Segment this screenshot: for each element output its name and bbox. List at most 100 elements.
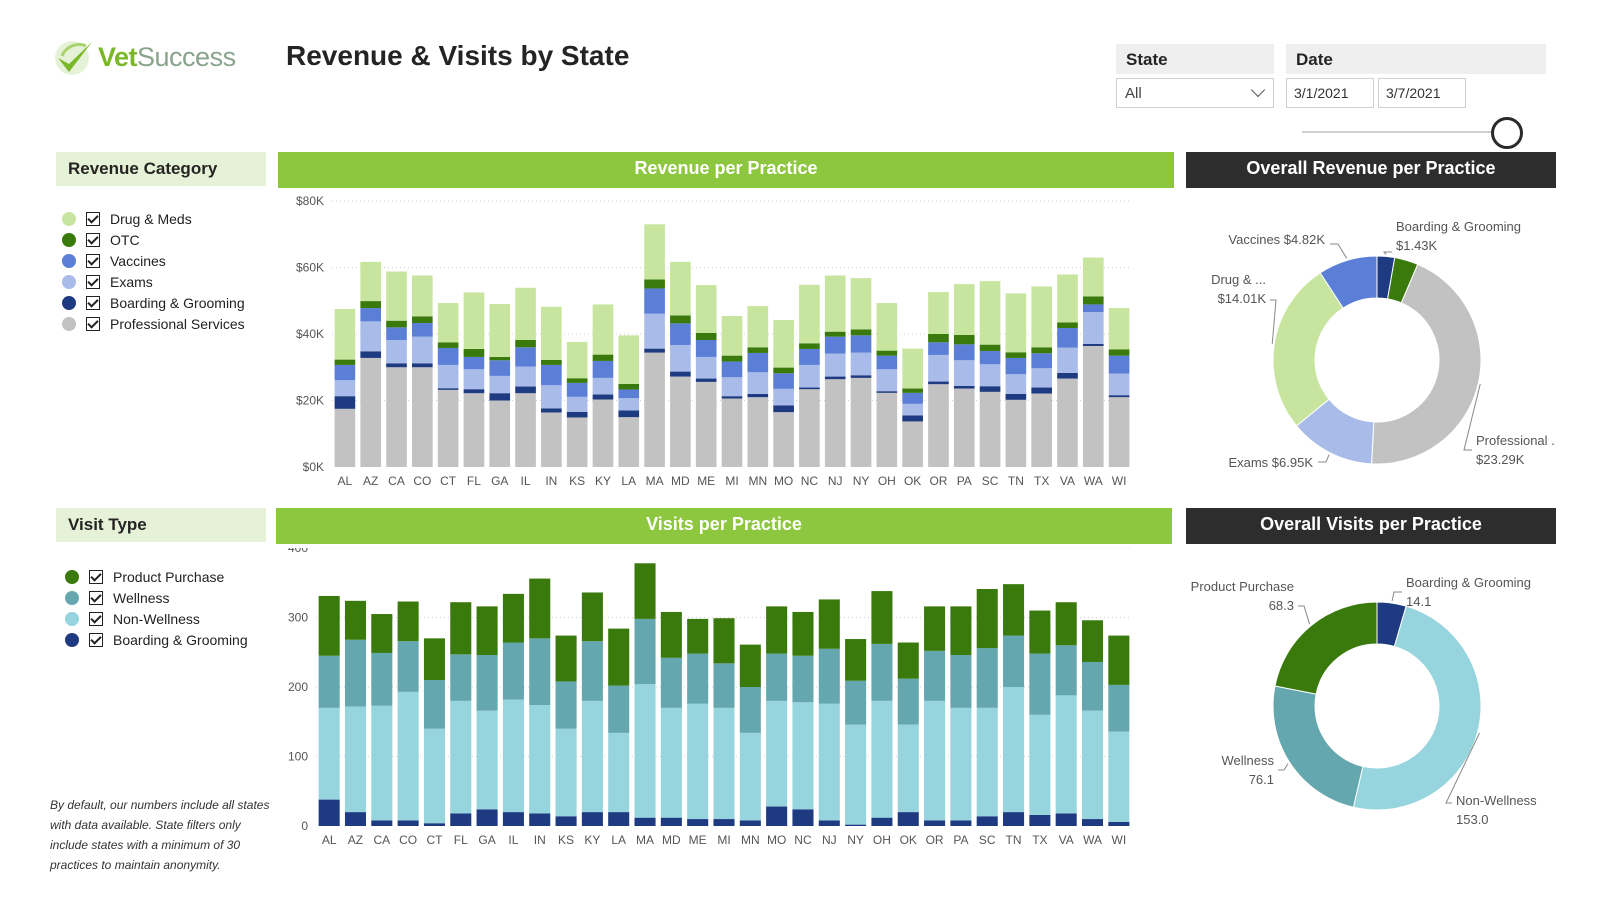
bar-segment-otc[interactable] [644,279,665,289]
bar-segment-boarding-grooming[interactable] [566,411,588,418]
revenue-legend-item-professional-services[interactable]: Professional Services [62,313,272,334]
bar-segment-non-wellness[interactable] [924,700,946,821]
bar-segment-vaccines[interactable] [670,323,691,345]
bar-segment-boarding-grooming[interactable] [476,809,498,826]
bar-segment-vaccines[interactable] [928,342,949,355]
bar-segment-wellness[interactable] [1055,645,1077,696]
bar-segment-exams[interactable] [695,356,717,379]
bar-segment-product-purchase[interactable] [845,639,867,681]
bar-segment-product-purchase[interactable] [581,592,603,642]
bar-segment-drug-meds[interactable] [695,285,717,334]
revenue-donut-chart[interactable]: Boarding & Grooming $1.43K Professional ..… [1186,200,1556,480]
bar-segment-otc[interactable] [489,356,511,361]
bar-segment-drug-meds[interactable] [799,284,820,344]
bar-segment-product-purchase[interactable] [792,611,814,656]
bar-segment-product-purchase[interactable] [687,618,709,654]
bar-segment-product-purchase[interactable] [976,589,998,649]
bar-segment-vaccines[interactable] [334,364,356,381]
bar-segment-non-wellness[interactable] [555,728,577,817]
bar-segment-product-purchase[interactable] [318,595,340,656]
bar-segment-wellness[interactable] [1003,635,1025,687]
bar-segment-professional-services[interactable] [747,397,769,467]
bar-segment-drug-meds[interactable] [850,278,872,330]
bar-segment-professional-services[interactable] [515,393,536,467]
bar-segment-otc[interactable] [1031,347,1052,354]
bar-segment-exams[interactable] [1031,368,1052,388]
bar-segment-professional-services[interactable] [412,367,433,467]
bar-segment-boarding-grooming[interactable] [1005,393,1027,400]
bar-segment-vaccines[interactable] [1005,357,1027,375]
bar-segment-drug-meds[interactable] [463,292,485,349]
bar-segment-boarding-grooming[interactable] [871,817,893,826]
bar-segment-product-purchase[interactable] [529,578,551,639]
bar-segment-drug-meds[interactable] [1031,286,1052,348]
bar-segment-wellness[interactable] [476,655,498,711]
bar-segment-exams[interactable] [1005,374,1027,394]
bar-segment-wellness[interactable] [555,681,577,729]
bar-segment-vaccines[interactable] [850,335,872,353]
bar-segment-exams[interactable] [463,369,485,390]
bar-segment-otc[interactable] [541,359,562,365]
bar-segment-boarding-grooming[interactable] [529,813,551,826]
bar-segment-exams[interactable] [644,313,665,349]
visits-donut-chart[interactable]: Boarding & Grooming 14.1 Non-Wellness 153.0… [1186,556,1556,846]
bar-segment-vaccines[interactable] [618,389,640,399]
bar-segment-boarding-grooming[interactable] [950,820,972,826]
bar-segment-boarding-grooming[interactable] [344,812,367,826]
bar-segment-otc[interactable] [850,329,872,336]
bar-segment-boarding-grooming[interactable] [660,817,682,826]
bar-segment-non-wellness[interactable] [1029,714,1051,815]
bar-segment-non-wellness[interactable] [792,702,814,810]
bar-segment-exams[interactable] [489,375,511,394]
bar-segment-drug-meds[interactable] [721,316,743,356]
bar-segment-otc[interactable] [953,334,975,345]
bar-segment-boarding-grooming[interactable] [334,396,356,409]
bar-segment-professional-services[interactable] [979,391,1001,467]
bar-segment-boarding-grooming[interactable] [644,348,665,353]
bar-segment-product-purchase[interactable] [502,593,524,643]
bar-segment-product-purchase[interactable] [423,638,445,681]
bar-segment-non-wellness[interactable] [397,691,419,821]
bar-segment-otc[interactable] [799,343,820,349]
bar-segment-professional-services[interactable] [1082,345,1104,467]
bar-segment-non-wellness[interactable] [950,707,972,821]
bar-segment-boarding-grooming[interactable] [897,812,919,826]
bar-segment-exams[interactable] [386,339,407,364]
bar-segment-otc[interactable] [824,331,846,337]
bar-segment-wellness[interactable] [1108,684,1130,732]
revenue-legend-item-drug-meds[interactable]: Drug & Meds [62,208,272,229]
visit-legend-item-non-wellness[interactable]: Non-Wellness [65,608,275,629]
bar-segment-boarding-grooming[interactable] [824,376,846,380]
bar-segment-drug-meds[interactable] [1082,257,1104,297]
bar-segment-product-purchase[interactable] [371,614,393,653]
bar-segment-boarding-grooming[interactable] [437,388,459,390]
bar-segment-boarding-grooming[interactable] [515,386,536,394]
bar-segment-otc[interactable] [928,334,949,343]
bar-segment-otc[interactable] [670,315,691,324]
bar-segment-otc[interactable] [773,367,794,374]
bar-segment-wellness[interactable] [739,687,761,733]
bar-segment-vaccines[interactable] [1031,353,1052,369]
bar-segment-boarding-grooming[interactable] [773,405,794,413]
bar-segment-professional-services[interactable] [541,412,562,467]
bar-segment-vaccines[interactable] [721,361,743,378]
bar-segment-wellness[interactable] [897,678,919,725]
bar-segment-professional-services[interactable] [592,399,614,467]
bar-segment-wellness[interactable] [660,657,682,708]
date-end-input[interactable]: 3/7/2021 [1378,78,1466,108]
bar-segment-otc[interactable] [747,347,769,353]
bar-segment-professional-services[interactable] [721,398,743,467]
bar-segment-non-wellness[interactable] [634,684,656,818]
bar-segment-wellness[interactable] [924,650,946,701]
bar-segment-drug-meds[interactable] [334,309,356,360]
bar-segment-product-purchase[interactable] [660,611,682,658]
revenue-legend-item-otc[interactable]: OTC [62,229,272,250]
checkbox-icon[interactable] [86,295,100,310]
bar-segment-boarding-grooming[interactable] [1081,819,1104,826]
bar-segment-boarding-grooming[interactable] [371,820,393,826]
bar-segment-drug-meds[interactable] [489,304,511,357]
bar-segment-vaccines[interactable] [515,347,536,367]
bar-segment-boarding-grooming[interactable] [924,820,946,826]
donut-slice-vaccines[interactable] [1319,255,1378,309]
bar-segment-boarding-grooming[interactable] [695,378,717,382]
